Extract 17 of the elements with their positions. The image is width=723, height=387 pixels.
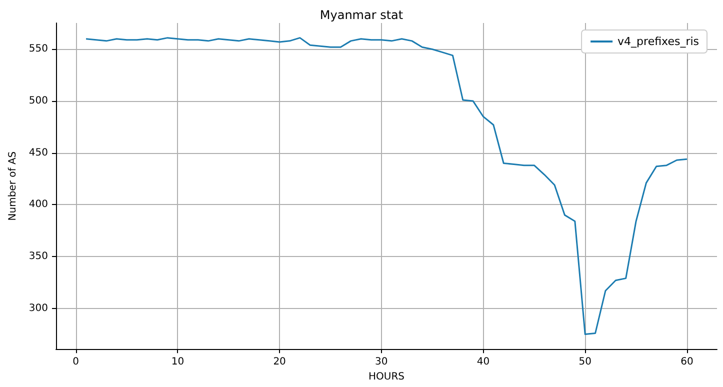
- x-tick-label: 20: [273, 356, 286, 368]
- x-tick-label: 30: [375, 356, 388, 368]
- x-tick-label: 0: [72, 356, 80, 368]
- y-tick-label: 550: [28, 44, 48, 55]
- x-tick-label: 50: [578, 356, 592, 368]
- chart-title: Myanmar stat: [320, 8, 404, 22]
- y-tick-label: 300: [28, 302, 48, 314]
- y-tick-label: 450: [28, 147, 48, 158]
- y-tick-label: 400: [28, 199, 48, 210]
- y-tick-label: 350: [28, 251, 48, 262]
- x-axis-title: HOURS: [368, 372, 404, 382]
- x-tick-label: 60: [680, 356, 694, 368]
- legend-label: v4_prefixes_ris: [618, 35, 700, 48]
- y-axis-title: Number of AS: [8, 151, 18, 221]
- x-tick-label: 10: [171, 356, 184, 368]
- x-tick-label: 40: [476, 356, 490, 368]
- y-tick-label: 500: [28, 96, 48, 107]
